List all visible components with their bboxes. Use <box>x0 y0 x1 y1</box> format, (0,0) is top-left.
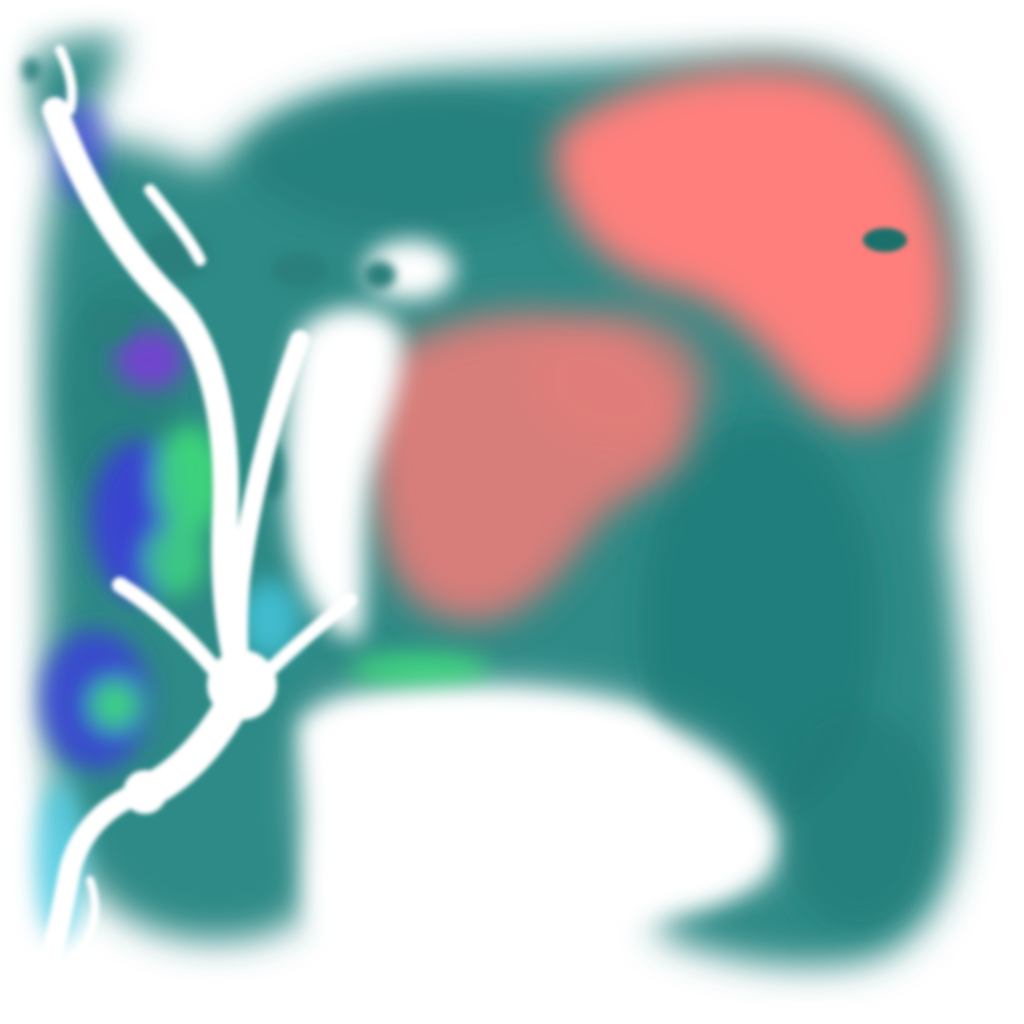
white-branching-streams <box>19 45 357 1006</box>
dark-spot <box>863 228 907 252</box>
white-lower-void <box>284 240 772 990</box>
coral-upper-right-region <box>552 67 950 425</box>
coral-center-region <box>368 310 710 622</box>
